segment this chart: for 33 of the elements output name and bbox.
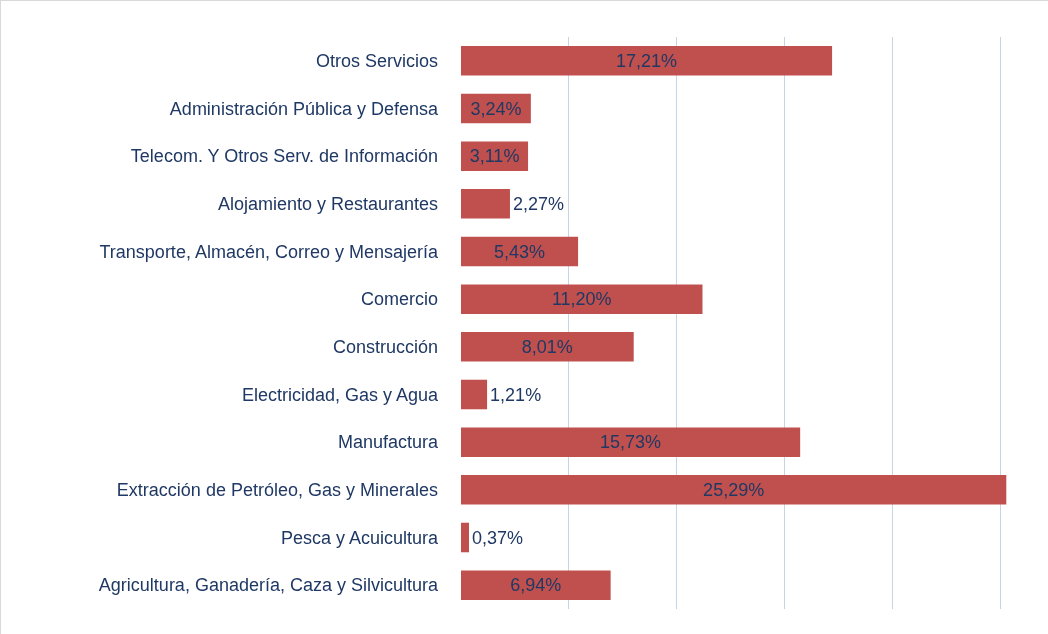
data-label: 0,37% [471,527,524,548]
bar [461,427,801,457]
bar [461,332,634,362]
y-tick-label: Telecom. Y Otros Serv. de Información [130,146,438,167]
data-label: 8,01% [521,336,573,357]
data-label: 3,11% [469,146,520,167]
data-label: 6,94% [510,575,562,596]
y-tick-label: Alojamiento y Restaurantes [217,194,438,215]
y-tick-label: Construcción [332,337,438,358]
data-label: 2,27% [512,193,564,214]
data-label: 11,20% [551,289,612,310]
y-tick-label: Agricultura, Ganadería, Caza y Silvicultura [98,575,439,596]
data-label: 3,24% [470,98,522,119]
data-label: 1,21% [490,384,542,405]
y-tick-label: Comercio [360,289,438,310]
data-label: 25,29% [703,479,765,500]
y-tick-label: Pesca y Acuicultura [280,527,439,548]
bar [461,284,703,314]
y-tick-label: Electricidad, Gas y Agua [241,384,439,405]
bar [461,522,469,553]
data-label: 5,43% [494,241,546,262]
bar [461,475,1007,505]
y-tick-label: Transporte, Almacén, Correo y Mensajería [99,241,439,262]
y-tick-label: Extracción de Petróleo, Gas y Minerales [116,480,438,501]
bar [461,46,833,76]
y-tick-label: Manufactura [337,432,439,453]
data-label: 17,21% [616,50,678,71]
bar [461,570,611,600]
y-tick-label: Administración Pública y Defensa [169,98,439,119]
bar [461,379,488,410]
bar [461,189,510,219]
y-tick-label: Otros Servicios [315,51,438,72]
data-label: 15,73% [600,432,662,453]
